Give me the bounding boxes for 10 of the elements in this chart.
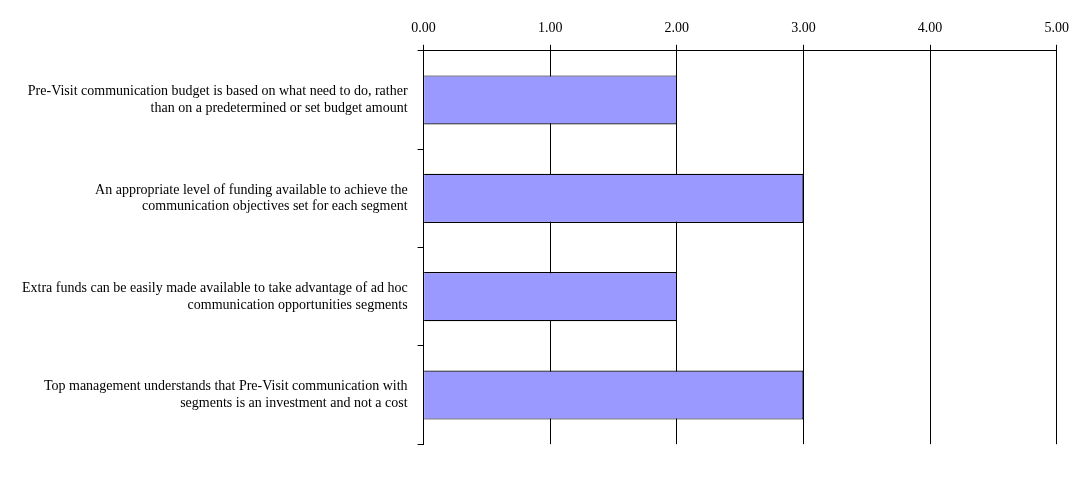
y-tick-label: Top management understands that Pre-Visit communication with segments is an investment and not a cost (43, 378, 408, 411)
x-tick-label: 2.00 (664, 20, 690, 36)
y-tick-label: An appropriate level of funding available to achieve the communication objectives set for each segment (95, 181, 408, 214)
y-tick-label: Pre-Visit communication budget is based on what need to do, rather than on a predetermined or set budget amount (27, 83, 408, 116)
x-tick-label: 0.00 (411, 20, 436, 36)
y-tick-label: Extra funds can be easily made available to take advantage of ad hoc communication opportunities segments (22, 279, 408, 312)
x-tick-label: 4.00 (917, 20, 943, 36)
x-tick-label: 5.00 (1044, 20, 1069, 36)
x-tick-label: 3.00 (791, 20, 816, 36)
x-tick-label: 1.00 (537, 20, 563, 36)
